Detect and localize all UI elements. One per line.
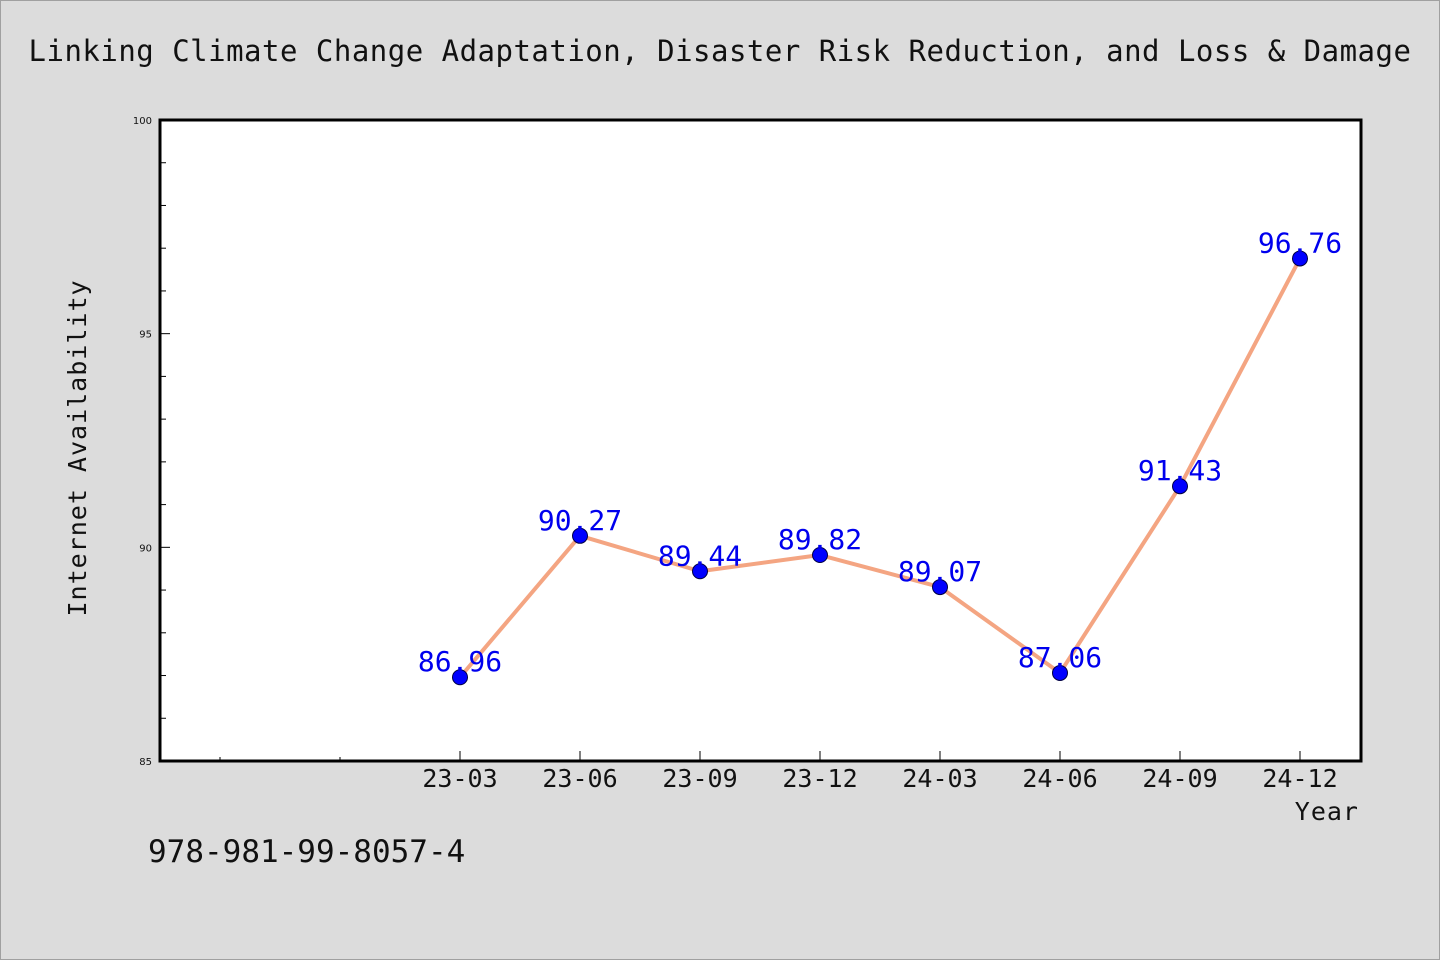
data-label: 89.07 xyxy=(898,555,982,588)
y-axis-ticks: 85 90 95 100 xyxy=(133,116,170,768)
data-point xyxy=(932,579,948,596)
x-axis-label: Year xyxy=(1295,797,1359,826)
x-tick-label: 23-06 xyxy=(542,764,617,793)
data-point xyxy=(572,527,588,544)
y-tick-label: 100 xyxy=(133,116,152,127)
data-point xyxy=(1292,250,1308,267)
series-line xyxy=(458,257,1302,679)
data-label: 87.06 xyxy=(1018,641,1102,674)
plot-area xyxy=(158,118,1363,763)
data-point xyxy=(692,563,708,580)
x-tick-label: 23-12 xyxy=(782,764,857,793)
y-axis-label: Internet Availability xyxy=(63,279,92,616)
x-tick-label: 23-03 xyxy=(422,764,497,793)
data-point xyxy=(812,547,828,564)
series-line-group xyxy=(458,257,1302,679)
data-label: 90.27 xyxy=(538,504,622,537)
data-labels: 86.96 90.27 89.44 89.82 89.07 87.06 91.43 96.76 xyxy=(418,226,1342,678)
y-tick-label: 95 xyxy=(139,330,152,341)
x-axis-ticks: 23-03 23-06 23-09 23-12 24-03 24-06 24-09 24-12 xyxy=(219,751,1338,793)
y-tick-label: 85 xyxy=(139,757,152,768)
x-tick-label: 23-09 xyxy=(662,764,737,793)
data-label: 96.76 xyxy=(1258,226,1342,259)
x-tick-label: 24-06 xyxy=(1022,764,1097,793)
y-tick-label: 90 xyxy=(139,543,152,554)
data-label: 91.43 xyxy=(1138,454,1222,487)
x-tick-label: 24-12 xyxy=(1262,764,1337,793)
x-tick-label: 24-03 xyxy=(902,764,977,793)
isbn-footnote: 978-981-99-8057-4 xyxy=(148,834,466,870)
data-point xyxy=(1052,664,1068,681)
data-label: 89.44 xyxy=(658,539,742,572)
data-label: 89.82 xyxy=(778,523,862,556)
data-point xyxy=(1172,478,1188,495)
chart-title: Linking Climate Change Adaptation, Disas… xyxy=(28,34,1412,68)
data-label: 86.96 xyxy=(418,645,502,678)
x-tick-label: 24-09 xyxy=(1142,764,1217,793)
data-point xyxy=(452,669,468,686)
data-markers xyxy=(452,250,1308,686)
